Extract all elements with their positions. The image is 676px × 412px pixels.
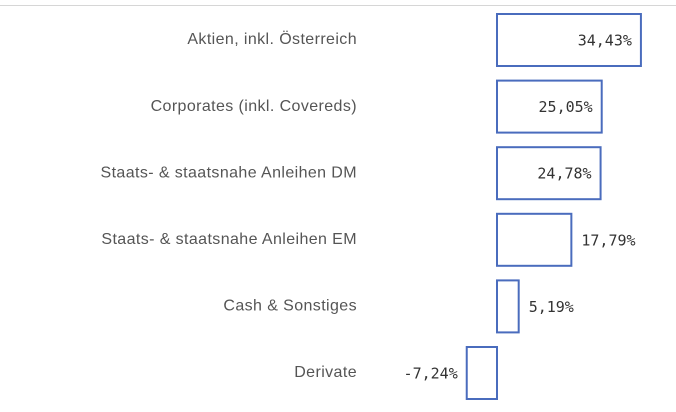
bar bbox=[496, 279, 520, 334]
bar bbox=[465, 346, 498, 400]
category-label: Staats- & staatsnahe Anleihen EM bbox=[101, 231, 357, 248]
bar bbox=[496, 146, 602, 201]
value-label: 34,43% bbox=[578, 32, 632, 50]
value-label: -7,24% bbox=[404, 365, 458, 383]
value-label: 17,79% bbox=[581, 231, 635, 249]
value-label: 24,78% bbox=[537, 165, 591, 183]
category-label: Corporates (inkl. Covereds) bbox=[151, 98, 357, 115]
category-label: Aktien, inkl. Österreich bbox=[187, 30, 357, 48]
value-label: 5,19% bbox=[529, 298, 574, 316]
bar bbox=[496, 79, 603, 134]
category-label: Cash & Sonstiges bbox=[223, 298, 357, 315]
value-label: 25,05% bbox=[539, 98, 593, 116]
bar bbox=[496, 212, 573, 267]
bar bbox=[496, 13, 642, 67]
category-label: Staats- & staatsnahe Anleihen DM bbox=[101, 164, 358, 181]
category-label: Derivate bbox=[294, 364, 357, 381]
